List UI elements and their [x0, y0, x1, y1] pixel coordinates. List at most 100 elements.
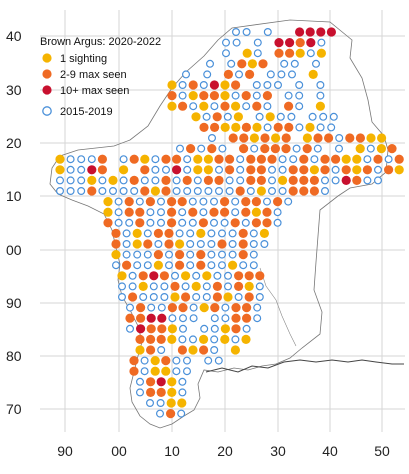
record-dot-2015-2019 — [162, 165, 171, 174]
record-dot-2-9-max-seen — [199, 345, 209, 355]
record-dot-2015-2019 — [77, 155, 86, 164]
record-dot-2015-2019 — [249, 250, 258, 259]
record-dot-2015-2019 — [136, 388, 145, 397]
record-dot-2015-2019 — [236, 176, 245, 185]
record-dot-1-sighting — [309, 165, 319, 175]
record-dot-2015-2019 — [128, 282, 137, 291]
record-dot-2015-2019 — [331, 176, 340, 185]
record-dot-2-9-max-seen — [188, 207, 198, 217]
record-dot-2-9-max-seen — [172, 154, 182, 164]
record-dot-2015-2019 — [208, 134, 217, 143]
record-dot-2-9-max-seen — [320, 154, 330, 164]
record-dot-2-9-max-seen — [231, 303, 241, 313]
record-dot-2-9-max-seen — [238, 228, 248, 238]
record-dot-2-9-max-seen — [159, 271, 169, 281]
record-dot-2015-2019 — [290, 59, 299, 68]
record-dot-2-9-max-seen — [182, 175, 192, 185]
record-dot-2015-2019 — [157, 197, 166, 206]
record-dot-2015-2019 — [263, 123, 272, 132]
record-dot-2015-2019 — [273, 208, 282, 217]
record-dot-1-sighting — [103, 207, 113, 217]
record-dot-2015-2019 — [156, 409, 165, 418]
record-dot-1-sighting — [241, 334, 251, 344]
record-dot-1-sighting — [341, 154, 351, 164]
record-dot-2-9-max-seen — [309, 175, 319, 185]
record-dot-10-plus-max-seen — [274, 38, 284, 48]
record-dot-2015-2019 — [151, 176, 160, 185]
y-tick-label: 40 — [6, 28, 22, 44]
record-dot-1-sighting — [132, 228, 142, 238]
record-dot-2015-2019 — [220, 218, 229, 227]
record-dot-2015-2019 — [196, 240, 205, 249]
record-dot-2015-2019 — [207, 261, 216, 270]
record-dot-1-sighting — [193, 165, 203, 175]
record-dot-1-sighting — [111, 250, 121, 260]
record-dot-2-9-max-seen — [203, 175, 213, 185]
record-dot-2015-2019 — [218, 144, 227, 153]
record-dot-2-9-max-seen — [220, 207, 230, 217]
record-dot-1-sighting — [55, 165, 65, 175]
record-dot-2015-2019 — [143, 261, 152, 270]
record-dot-2-9-max-seen — [128, 292, 138, 302]
record-dot-2015-2019 — [210, 102, 219, 111]
record-dot-2015-2019 — [363, 155, 372, 164]
record-dot-2015-2019 — [160, 282, 169, 291]
record-dot-10-plus-max-seen — [172, 165, 182, 175]
record-dot-2015-2019 — [139, 293, 148, 302]
record-dot-2015-2019 — [189, 102, 198, 111]
record-dot-2015-2019 — [178, 377, 187, 386]
record-dot-2015-2019 — [178, 388, 187, 397]
record-dot-2-9-max-seen — [177, 197, 187, 207]
record-dot-2-9-max-seen — [97, 154, 107, 164]
record-dot-2-9-max-seen — [231, 324, 241, 334]
record-dot-2015-2019 — [268, 187, 277, 196]
record-dot-2015-2019 — [157, 346, 166, 355]
record-dot-1-sighting — [196, 228, 206, 238]
record-dot-2015-2019 — [218, 229, 227, 238]
record-dot-2015-2019 — [246, 187, 255, 196]
record-dot-2015-2019 — [140, 367, 149, 376]
record-dot-2015-2019 — [210, 218, 219, 227]
record-dot-2015-2019 — [140, 176, 149, 185]
legend-label-2015-2019: 2015-2019 — [60, 106, 113, 118]
record-dot-1-sighting — [231, 122, 241, 132]
record-dot-1-sighting — [308, 69, 318, 79]
record-dot-2015-2019 — [234, 293, 243, 302]
record-dot-2-9-max-seen — [210, 122, 220, 132]
record-dot-2-9-max-seen — [178, 101, 188, 111]
record-dot-2015-2019 — [165, 261, 174, 270]
record-dot-2-9-max-seen — [143, 239, 153, 249]
record-dot-2015-2019 — [140, 356, 149, 365]
record-dot-2015-2019 — [312, 59, 321, 68]
record-dot-2015-2019 — [202, 293, 211, 302]
record-dot-2-9-max-seen — [220, 101, 230, 111]
record-dot-1-sighting — [233, 112, 243, 122]
record-dot-2-9-max-seen — [394, 154, 404, 164]
record-dot-2-9-max-seen — [135, 334, 145, 344]
record-dot-2015-2019 — [215, 187, 224, 196]
record-dot-2015-2019 — [249, 240, 258, 249]
record-dot-10-plus-max-seen — [209, 80, 219, 90]
record-dot-1-sighting — [150, 186, 160, 196]
record-dot-1-sighting — [316, 48, 326, 58]
record-dot-2-9-max-seen — [111, 228, 121, 238]
record-dot-2015-2019 — [218, 250, 227, 259]
y-tick-label: 20 — [6, 135, 22, 151]
record-dot-1-sighting — [242, 48, 252, 58]
record-dot-2-9-max-seen — [207, 144, 217, 154]
record-dot-2-9-max-seen — [258, 59, 268, 69]
record-dot-1-sighting — [153, 260, 163, 270]
legend-label-1-sighting: 1 sighting — [60, 53, 107, 65]
legend-item-10-plus-max-seen: 10+ max seen — [42, 85, 129, 97]
record-dot-2015-2019 — [200, 324, 209, 333]
record-dot-2-9-max-seen — [225, 154, 235, 164]
record-dot-2-9-max-seen — [129, 154, 139, 164]
record-dot-1-sighting — [108, 175, 118, 185]
record-dot-2-9-max-seen — [262, 218, 272, 228]
record-dot-2-9-max-seen — [146, 324, 156, 334]
record-dot-2-9-max-seen — [167, 303, 177, 313]
record-dot-2015-2019 — [223, 112, 232, 121]
record-dot-2015-2019 — [143, 250, 152, 259]
record-dot-2015-2019 — [231, 208, 240, 217]
record-dot-2015-2019 — [253, 303, 262, 312]
